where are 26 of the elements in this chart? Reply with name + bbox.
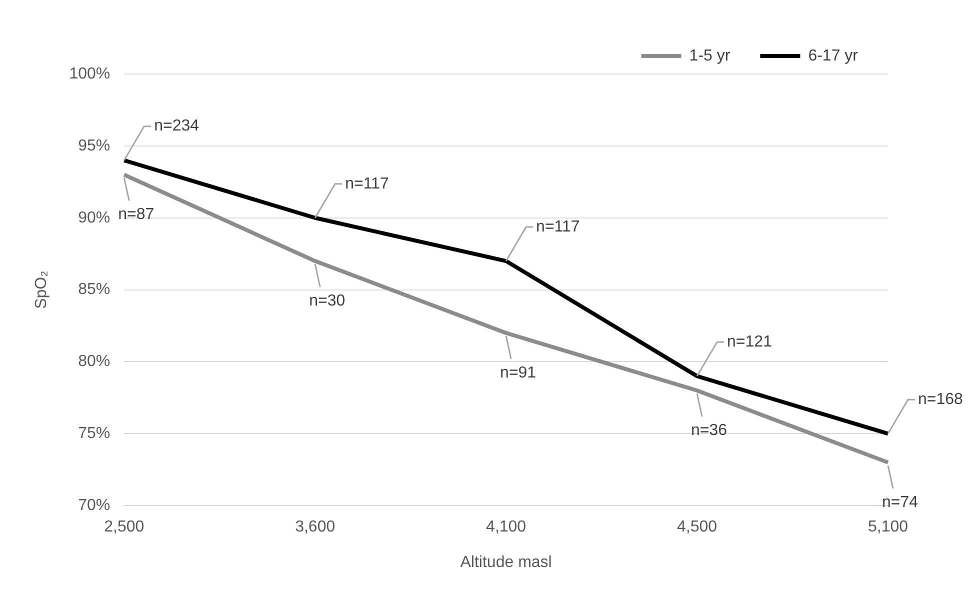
y-tick-label: 90% [78, 209, 110, 226]
annotation: n=91 [500, 364, 536, 382]
x-axis-title: Altitude masl [460, 554, 552, 571]
y-tick-label: 85% [78, 281, 110, 298]
legend-label: 6-17 yr [808, 47, 859, 64]
x-tick-label: 3,600 [295, 518, 336, 536]
y-tick-label: 80% [78, 353, 110, 370]
annotation: n=74 [882, 494, 918, 511]
annotation: n=121 [727, 334, 772, 351]
y-axis-title: SpO₂ [33, 270, 50, 309]
y-tick-label: 75% [78, 425, 110, 442]
annotation: n=168 [918, 391, 964, 408]
x-tick-label: 5,100 [868, 518, 908, 536]
x-tick-label: 2,500 [104, 518, 144, 536]
x-tick-label: 4,500 [677, 518, 718, 536]
y-tick-label: 70% [78, 497, 110, 514]
y-tick-label: 95% [78, 137, 110, 154]
annotation: n=117 [536, 218, 580, 236]
annotation: n=36 [691, 422, 728, 439]
annotation: n=30 [309, 292, 346, 310]
legend-label: 1-5 yr [689, 47, 731, 64]
annotation: n=234 [154, 118, 200, 135]
y-tick-label: 100% [69, 65, 110, 82]
annotation: n=117 [345, 175, 389, 192]
x-tick-label: 4,100 [486, 518, 526, 536]
annotation: n=87 [118, 206, 154, 224]
